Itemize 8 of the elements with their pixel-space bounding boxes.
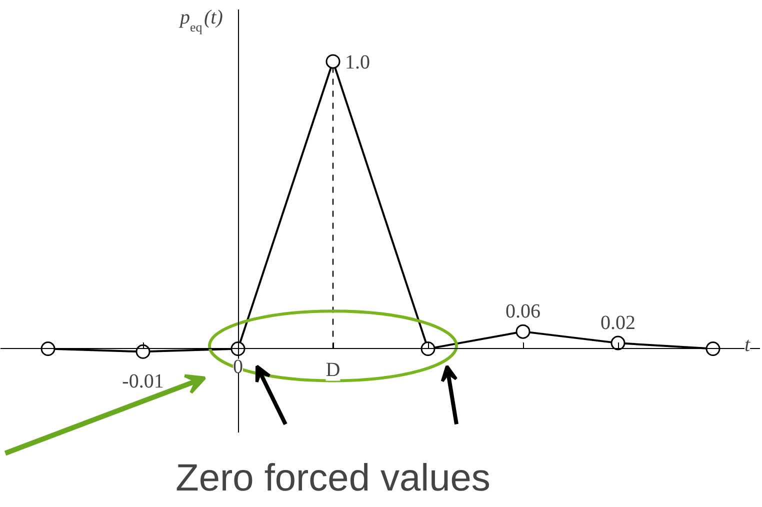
- data-label: 0.06: [506, 300, 540, 323]
- text: Zero forced values: [176, 458, 490, 500]
- x-tick-label: 0: [233, 356, 243, 378]
- data-label: -0.01: [122, 370, 164, 393]
- data-label: 0.02: [600, 312, 636, 334]
- data-label: 1.0: [345, 51, 370, 74]
- x-axis-title: t: [744, 334, 750, 356]
- x-tick-label: D: [326, 358, 340, 381]
